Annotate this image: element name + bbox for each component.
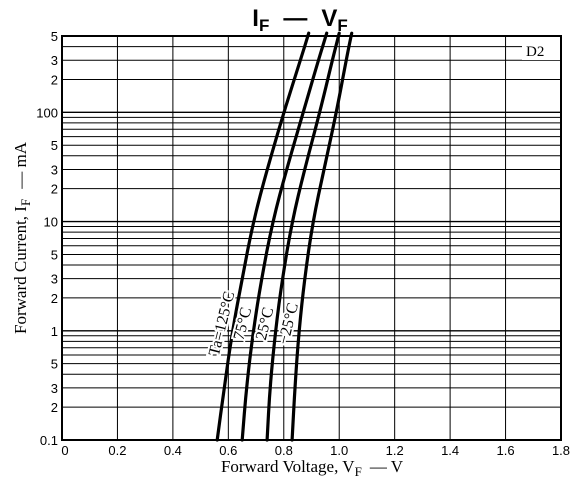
y-tick-label: 5 <box>51 29 58 44</box>
x-tick-label: 0 <box>61 443 68 458</box>
tag-box <box>522 40 560 60</box>
y-tick-label: 3 <box>51 272 58 287</box>
series-line-1 <box>240 31 329 442</box>
y-axis-label-unit: — mA <box>11 141 30 189</box>
y-tick-label: 1 <box>51 324 58 339</box>
y-axis-label: Forward Current, IF — mA <box>11 141 33 334</box>
title-v-sub: F <box>337 16 347 35</box>
y-tick-label: 2 <box>51 291 58 306</box>
y-tick-label: 5 <box>51 138 58 153</box>
chart-title: IF — VF <box>252 5 347 35</box>
y-tick-label: 2 <box>51 182 58 197</box>
y-tick-label: 0.1 <box>40 433 58 448</box>
x-tick-label: 0.2 <box>108 443 126 458</box>
x-tick-label: 0.8 <box>275 443 293 458</box>
x-tick-label: 1.4 <box>441 443 459 458</box>
tick-labels: 0 0.2 0.4 0.6 0.8 1.0 1.2 1.4 1.6 1.8 0.1 2 3 5 1 2 3 5 10… <box>36 29 570 458</box>
y-tick-label: 5 <box>51 357 58 372</box>
title-v: V <box>321 5 337 32</box>
series-group: Ta=125°C75°C25°C−25°C <box>204 31 354 442</box>
y-tick-label: 2 <box>51 72 58 87</box>
y-tick-label: 100 <box>36 105 58 120</box>
x-axis-label-main: Forward Voltage, V <box>221 457 355 476</box>
y-tick-label: 5 <box>51 247 58 262</box>
x-tick-label: 1.8 <box>552 443 570 458</box>
x-axis-label: Forward Voltage, VF — V <box>221 457 404 479</box>
title-i: I <box>252 5 259 32</box>
x-tick-label: 0.6 <box>219 443 237 458</box>
y-tick-label: 3 <box>51 53 58 68</box>
x-tick-label: 1.6 <box>497 443 515 458</box>
y-axis-label-main: Forward Current, I <box>11 206 30 334</box>
x-axis-label-sub: F <box>355 464 362 479</box>
y-tick-label: 3 <box>51 381 58 396</box>
x-axis-label-unit: — V <box>369 457 404 476</box>
series-line-0 <box>215 31 311 442</box>
chart-tag: D2 <box>526 44 544 60</box>
x-tick-label: 0.4 <box>164 443 182 458</box>
y-tick-label: 2 <box>51 400 58 415</box>
series-line-2 <box>265 31 341 442</box>
y-axis-label-sub: F <box>18 199 33 206</box>
y-tick-label: 10 <box>44 215 58 230</box>
series-line-3 <box>290 31 354 442</box>
y-tick-label: 3 <box>51 162 58 177</box>
x-tick-label: 1.0 <box>330 443 348 458</box>
plot-frame <box>61 35 562 441</box>
title-i-sub: F <box>259 16 269 35</box>
x-tick-label: 1.2 <box>386 443 404 458</box>
title-dash: — <box>283 5 307 32</box>
